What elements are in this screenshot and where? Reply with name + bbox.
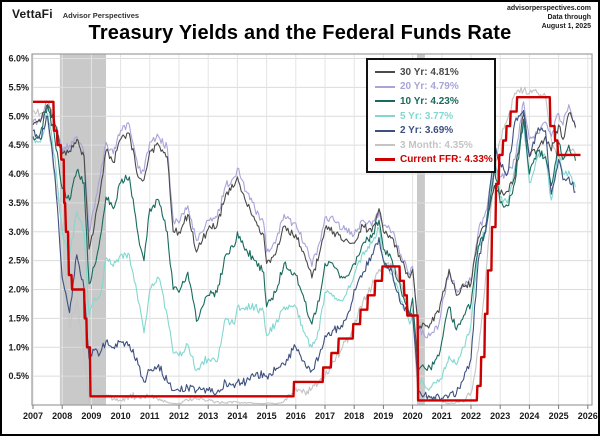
legend-swatch [375, 71, 395, 74]
x-tick-label: 2018 [344, 411, 364, 421]
x-tick-label: 2008 [52, 411, 72, 421]
x-tick-label: 2014 [227, 411, 247, 421]
y-tick-label: 0.5% [8, 371, 29, 381]
vettafi-logo: VettaFi [12, 7, 53, 21]
ffr-line [33, 95, 581, 402]
credit-data-through: Data through [547, 13, 591, 21]
x-tick-label: 2009 [81, 411, 101, 421]
credit-site: advisorperspectives.com [506, 5, 591, 12]
legend-item: Current FFR: 4.33% [375, 153, 493, 168]
y-tick-label: 5.0% [8, 111, 29, 121]
legend-box: 30 Yr: 4.81% 20 Yr: 4.79% 10 Yr: 4.23% 5 Yr… [366, 58, 496, 174]
legend-item: 30 Yr: 4.81% [375, 65, 487, 80]
legend-item: 2 Yr: 3.69% [375, 123, 487, 138]
y-tick-label: 3.0% [8, 227, 29, 237]
y-tick-label: 1.5% [8, 313, 29, 323]
x-tick-label: 2019 [373, 411, 393, 421]
x-tick-label: 2015 [257, 411, 277, 421]
legend-label: 2 Yr: 3.69% [400, 125, 454, 137]
brand-subtitle: Advisor Perspectives [62, 11, 140, 20]
legend-label: 30 Yr: 4.81% [400, 66, 459, 78]
x-tick-label: 2007 [23, 411, 43, 421]
legend-item: 5 Yr: 3.77% [375, 109, 487, 124]
y-tick-label: 2.0% [8, 285, 29, 295]
plot-border [31, 53, 593, 406]
legend-label: 5 Yr: 3.77% [400, 110, 454, 122]
chart-title: Treasury Yields and the Federal Funds Ra… [88, 22, 512, 44]
recession-band [417, 54, 425, 405]
x-tick-label: 2013 [198, 411, 218, 421]
y-tick-label: 2.5% [8, 256, 29, 266]
x-tick-label: 2025 [549, 411, 569, 421]
brand: VettaFi Advisor Perspectives [12, 7, 139, 21]
series-line-2-yr [32, 109, 576, 402]
legend-label: Current FFR: 4.33% [400, 154, 493, 166]
x-tick-label: 2012 [169, 411, 189, 421]
series-line-5-yr [32, 112, 577, 392]
series-line-30-yr [32, 104, 577, 331]
series-line-3-month [32, 86, 576, 405]
x-tick-label: 2021 [432, 411, 452, 421]
x-tick-label: 2023 [490, 411, 510, 421]
x-tick-label: 2024 [519, 411, 539, 421]
y-tick-label: 5.5% [8, 82, 29, 92]
plot-area [32, 54, 592, 405]
legend-swatch [375, 158, 395, 162]
source-credit: advisorperspectives.com Data through Aug… [507, 5, 591, 31]
legend-label: 20 Yr: 4.79% [400, 81, 459, 93]
credit-date: August 1, 2025 [541, 22, 591, 30]
y-tick-label: 4.0% [8, 169, 29, 179]
y-tick-label: 4.5% [8, 140, 29, 150]
legend-item: 3 Month: 4.35% [375, 138, 487, 153]
x-tick-label: 2011 [140, 411, 160, 421]
legend-item: 10 Yr: 4.23% [375, 94, 487, 109]
x-tick-label: 2010 [111, 411, 131, 421]
legend-label: 3 Month: 4.35% [400, 139, 473, 151]
x-tick-label: 2017 [315, 411, 335, 421]
legend-item: 20 Yr: 4.79% [375, 80, 487, 95]
series-line-20-yr [32, 100, 577, 339]
x-tick-label: 2020 [403, 411, 423, 421]
x-tick-label: 2022 [461, 411, 481, 421]
y-tick-label: 3.5% [8, 198, 29, 208]
legend-swatch [375, 115, 395, 118]
y-tick-label: 6.0% [8, 54, 29, 64]
legend-swatch [375, 129, 395, 132]
x-tick-label: 2016 [286, 411, 306, 421]
x-tick-label: 2026 [578, 411, 598, 421]
legend-swatch [375, 100, 395, 103]
legend-swatch [375, 144, 395, 147]
legend-label: 10 Yr: 4.23% [400, 95, 459, 107]
legend-swatch [375, 85, 395, 88]
y-tick-label: 1.0% [8, 342, 29, 352]
